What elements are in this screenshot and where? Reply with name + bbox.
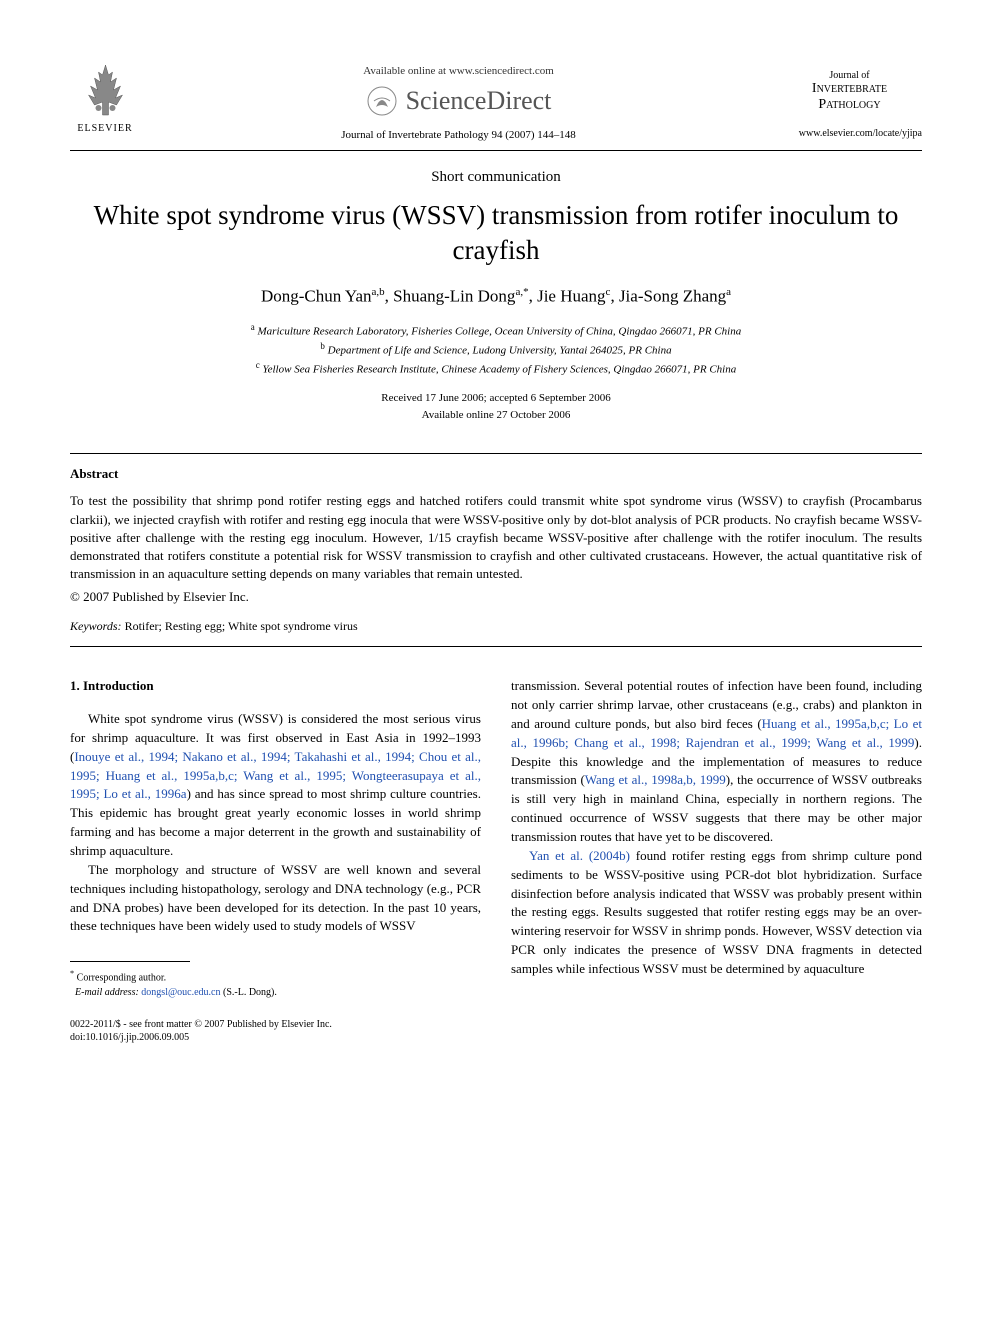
author-3: Jie Huang [537, 287, 605, 306]
sciencedirect-icon [366, 85, 398, 117]
corresponding-text: Corresponding author. [77, 973, 166, 984]
affil-a: Mariculture Research Laboratory, Fisheri… [258, 326, 742, 338]
body-columns: 1. Introduction White spot syndrome viru… [70, 677, 922, 1043]
email-label: E-mail address: [75, 987, 139, 998]
author-4: Jia-Song Zhang [619, 287, 726, 306]
affil-c-sup: c [256, 360, 260, 370]
affiliations: a Mariculture Research Laboratory, Fishe… [70, 321, 922, 378]
elsevier-tree-icon [78, 60, 133, 120]
doi-line: doi:10.1016/j.jip.2006.09.005 [70, 1032, 189, 1043]
abstract-bottom-rule [70, 646, 922, 647]
page-header: ELSEVIER Available online at www.science… [70, 60, 922, 145]
article-type: Short communication [70, 169, 922, 186]
affil-c: Yellow Sea Fisheries Research Institute,… [263, 364, 737, 376]
journal-logo-line1: Invertebrate [777, 81, 922, 97]
dates-received: Received 17 June 2006; accepted 6 Septem… [381, 392, 610, 404]
affil-b: Department of Life and Science, Ludong U… [328, 345, 672, 357]
col2-p1-refs2[interactable]: Wang et al., 1998a,b, 1999 [585, 772, 726, 787]
footer-rule [70, 961, 190, 962]
affil-a-sup: a [251, 322, 255, 332]
authors-line: Dong-Chun Yana,b, Shuang-Lin Donga,*, Ji… [70, 286, 922, 307]
left-column: 1. Introduction White spot syndrome viru… [70, 677, 481, 1043]
header-rule [70, 150, 922, 151]
article-dates: Received 17 June 2006; accepted 6 Septem… [70, 390, 922, 423]
col2-p2-text: found rotifer resting eggs from shrimp c… [511, 848, 922, 976]
bottom-info: 0022-2011/$ - see front matter © 2007 Pu… [70, 1018, 481, 1044]
keywords-label: Keywords: [70, 619, 122, 633]
corresponding-note: * Corresponding author. E-mail address: … [70, 968, 481, 999]
abstract-heading: Abstract [70, 466, 922, 482]
sciencedirect-brand: ScienceDirect [140, 85, 777, 117]
elsevier-label: ELSEVIER [77, 123, 132, 134]
author-1-sup: a,b [372, 286, 385, 298]
journal-logo-block: Journal of Invertebrate Pathology www.el… [777, 60, 922, 139]
center-header: Available online at www.sciencedirect.co… [140, 60, 777, 141]
affil-b-sup: b [320, 341, 325, 351]
author-4-sup: a [726, 286, 731, 298]
sciencedirect-text: ScienceDirect [406, 86, 552, 116]
author-1: Dong-Chun Yan [261, 287, 372, 306]
keywords-values: Rotifer; Resting egg; White spot syndrom… [122, 619, 358, 633]
right-column: transmission. Several potential routes o… [511, 677, 922, 1043]
elsevier-logo: ELSEVIER [70, 60, 140, 145]
journal-logo-small: Journal of [777, 70, 922, 81]
dates-online: Available online 27 October 2006 [422, 409, 571, 421]
keywords-line: Keywords: Rotifer; Resting egg; White sp… [70, 619, 922, 634]
author-2: Shuang-Lin Dong [393, 287, 515, 306]
available-online-text: Available online at www.sciencedirect.co… [140, 65, 777, 77]
article-title: White spot syndrome virus (WSSV) transmi… [70, 198, 922, 268]
col2-para-2: Yan et al. (2004b) found rotifer resting… [511, 847, 922, 979]
abstract-text: To test the possibility that shrimp pond… [70, 492, 922, 583]
col2-para-1: transmission. Several potential routes o… [511, 677, 922, 847]
col2-p2-ref[interactable]: Yan et al. (2004b) [529, 848, 630, 863]
email-suffix: (S.-L. Dong). [221, 987, 277, 998]
para-2: The morphology and structure of WSSV are… [70, 861, 481, 936]
author-3-sup: c [606, 286, 611, 298]
journal-logo-line2: Pathology [777, 97, 922, 113]
author-2-sup: a,* [515, 286, 528, 298]
abstract-copyright: © 2007 Published by Elsevier Inc. [70, 589, 922, 605]
section-1-heading: 1. Introduction [70, 677, 481, 696]
journal-url: www.elsevier.com/locate/yjipa [777, 128, 922, 139]
email-link[interactable]: dongsl@ouc.edu.cn [141, 987, 220, 998]
para-1: White spot syndrome virus (WSSV) is cons… [70, 710, 481, 861]
journal-citation: Journal of Invertebrate Pathology 94 (20… [140, 129, 777, 141]
issn-line: 0022-2011/$ - see front matter © 2007 Pu… [70, 1019, 332, 1030]
abstract-top-rule [70, 453, 922, 454]
